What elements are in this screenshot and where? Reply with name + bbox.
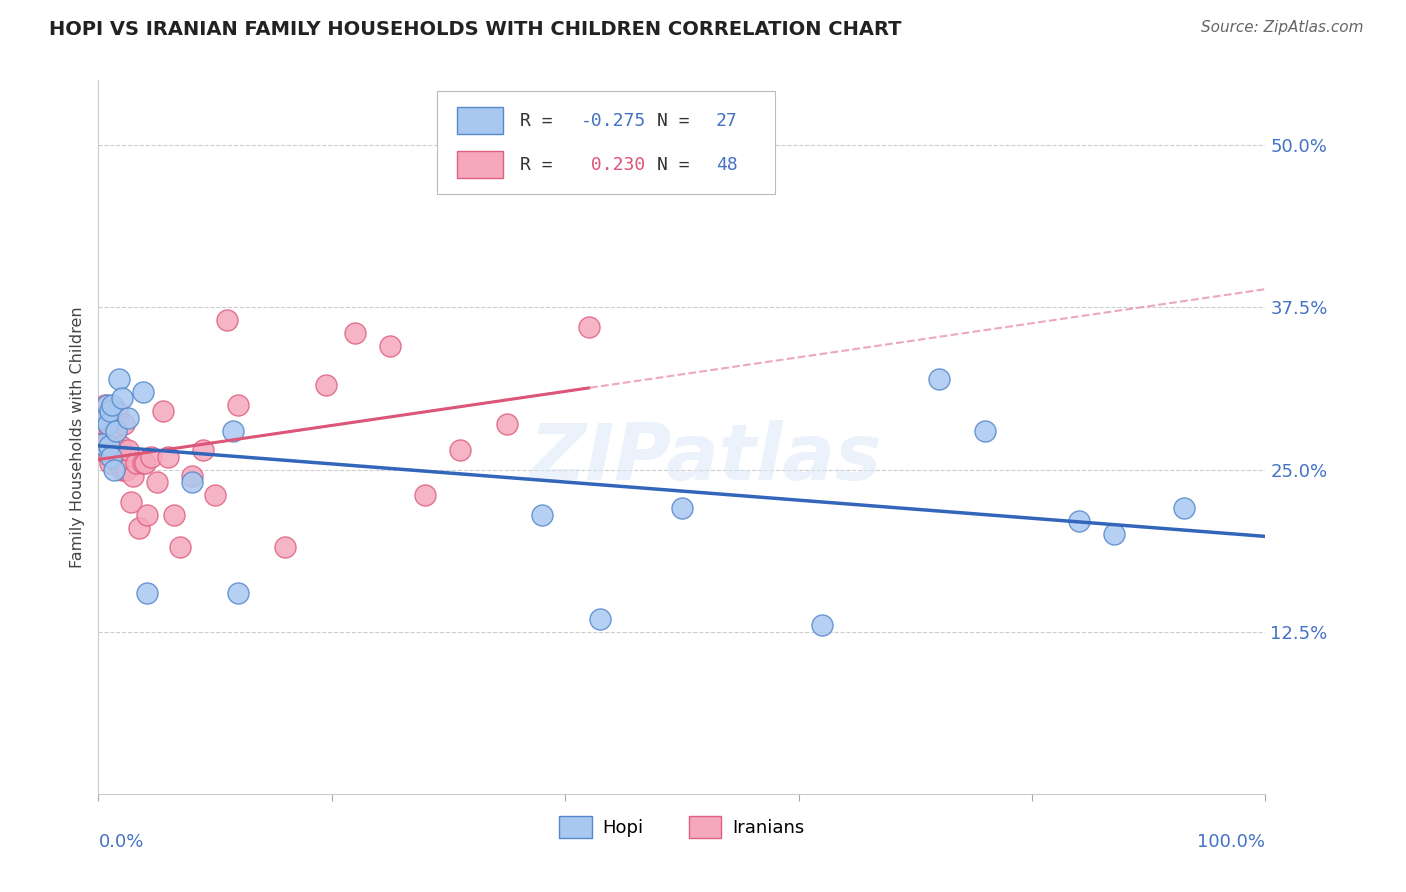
- Bar: [457, 152, 503, 178]
- Point: [101, 398, 124, 412]
- Point: [530, 508, 553, 522]
- Text: 0.0%: 0.0%: [98, 833, 143, 851]
- Point: [104, 424, 127, 438]
- Point: [97, 417, 120, 431]
- Point: [112, 417, 135, 431]
- Point: [117, 410, 139, 425]
- Point: [96, 398, 118, 412]
- Point: [98, 424, 121, 438]
- Point: [100, 436, 122, 450]
- Point: [105, 404, 128, 418]
- Bar: [457, 107, 503, 134]
- Text: R =: R =: [520, 112, 564, 129]
- Point: [811, 618, 834, 632]
- Point: [111, 391, 134, 405]
- Point: [974, 424, 997, 438]
- Point: [380, 339, 402, 353]
- Point: [1102, 527, 1125, 541]
- Point: [496, 417, 519, 431]
- Text: N =: N =: [658, 156, 702, 174]
- FancyBboxPatch shape: [437, 91, 775, 194]
- Point: [103, 462, 125, 476]
- Point: [1067, 515, 1090, 529]
- Point: [120, 495, 142, 509]
- Point: [98, 404, 121, 418]
- Point: [578, 319, 600, 334]
- Text: ZIPatlas: ZIPatlas: [529, 420, 882, 497]
- Point: [169, 541, 191, 555]
- Point: [136, 508, 159, 522]
- Point: [136, 586, 159, 600]
- Point: [103, 443, 125, 458]
- Point: [1173, 501, 1195, 516]
- Point: [117, 443, 139, 458]
- Point: [97, 439, 120, 453]
- Point: [90, 436, 112, 450]
- Point: [315, 378, 337, 392]
- Point: [100, 450, 122, 464]
- Point: [90, 436, 112, 450]
- Legend: Hopi, Iranians: Hopi, Iranians: [553, 809, 811, 846]
- Point: [204, 488, 226, 502]
- Point: [107, 450, 129, 464]
- Point: [163, 508, 186, 522]
- Text: Source: ZipAtlas.com: Source: ZipAtlas.com: [1201, 20, 1364, 35]
- Point: [97, 450, 120, 464]
- Point: [228, 586, 250, 600]
- Point: [157, 450, 180, 464]
- Point: [928, 372, 950, 386]
- Point: [108, 456, 131, 470]
- Point: [449, 443, 471, 458]
- Y-axis label: Family Households with Children: Family Households with Children: [69, 306, 84, 568]
- Point: [180, 469, 202, 483]
- Point: [93, 410, 115, 425]
- Point: [91, 417, 114, 431]
- Point: [180, 475, 202, 490]
- Point: [671, 501, 693, 516]
- Text: -0.275: -0.275: [581, 112, 645, 129]
- Point: [152, 404, 174, 418]
- Point: [413, 488, 436, 502]
- Text: 27: 27: [716, 112, 738, 129]
- Point: [128, 521, 150, 535]
- Point: [344, 326, 367, 341]
- Point: [122, 469, 145, 483]
- Point: [98, 456, 121, 470]
- Point: [134, 456, 156, 470]
- Point: [104, 424, 127, 438]
- Point: [274, 541, 297, 555]
- Point: [97, 404, 120, 418]
- Text: R =: R =: [520, 156, 564, 174]
- Point: [104, 443, 127, 458]
- Text: HOPI VS IRANIAN FAMILY HOUSEHOLDS WITH CHILDREN CORRELATION CHART: HOPI VS IRANIAN FAMILY HOUSEHOLDS WITH C…: [49, 20, 901, 38]
- Point: [215, 313, 238, 327]
- Point: [228, 398, 250, 412]
- Point: [132, 456, 155, 470]
- Point: [132, 384, 155, 399]
- Point: [146, 475, 169, 490]
- Point: [115, 462, 138, 476]
- Text: N =: N =: [658, 112, 702, 129]
- Point: [110, 439, 132, 453]
- Point: [589, 612, 612, 626]
- Point: [101, 424, 124, 438]
- Point: [96, 436, 118, 450]
- Point: [221, 424, 243, 438]
- Point: [108, 372, 131, 386]
- Text: 100.0%: 100.0%: [1198, 833, 1265, 851]
- Point: [93, 436, 115, 450]
- Point: [125, 456, 148, 470]
- Point: [111, 462, 134, 476]
- Point: [139, 450, 162, 464]
- Point: [193, 443, 215, 458]
- Text: 0.230: 0.230: [581, 156, 645, 174]
- Point: [94, 398, 117, 412]
- Text: 48: 48: [716, 156, 738, 174]
